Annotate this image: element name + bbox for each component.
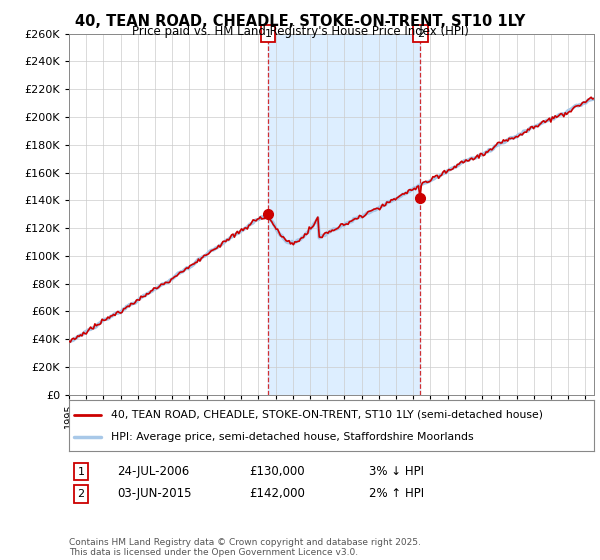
Bar xyxy=(268,34,421,395)
Text: 03-JUN-2015: 03-JUN-2015 xyxy=(117,487,191,501)
Text: £130,000: £130,000 xyxy=(249,465,305,478)
Text: 1: 1 xyxy=(77,466,85,477)
Text: 2% ↑ HPI: 2% ↑ HPI xyxy=(369,487,424,501)
Text: £142,000: £142,000 xyxy=(249,487,305,501)
Text: Price paid vs. HM Land Registry's House Price Index (HPI): Price paid vs. HM Land Registry's House … xyxy=(131,25,469,38)
Text: 3% ↓ HPI: 3% ↓ HPI xyxy=(369,465,424,478)
Text: 1: 1 xyxy=(265,29,271,39)
Text: HPI: Average price, semi-detached house, Staffordshire Moorlands: HPI: Average price, semi-detached house,… xyxy=(111,432,473,442)
Text: 2: 2 xyxy=(77,489,85,499)
Text: 40, TEAN ROAD, CHEADLE, STOKE-ON-TRENT, ST10 1LY: 40, TEAN ROAD, CHEADLE, STOKE-ON-TRENT, … xyxy=(75,14,525,29)
Text: 40, TEAN ROAD, CHEADLE, STOKE-ON-TRENT, ST10 1LY (semi-detached house): 40, TEAN ROAD, CHEADLE, STOKE-ON-TRENT, … xyxy=(111,409,543,419)
Text: 24-JUL-2006: 24-JUL-2006 xyxy=(117,465,189,478)
Text: Contains HM Land Registry data © Crown copyright and database right 2025.
This d: Contains HM Land Registry data © Crown c… xyxy=(69,538,421,557)
Text: 2: 2 xyxy=(417,29,424,39)
